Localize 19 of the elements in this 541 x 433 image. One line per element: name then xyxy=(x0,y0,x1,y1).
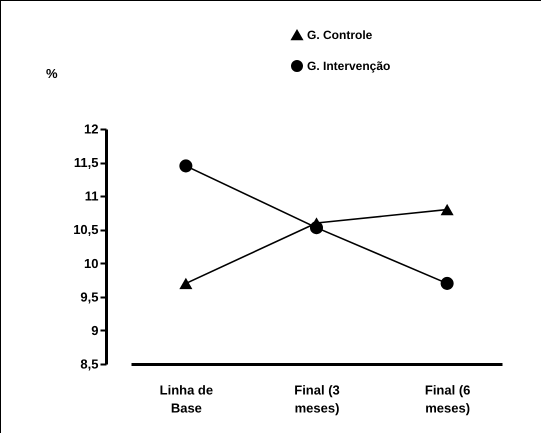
y-tick-label: 10 xyxy=(84,256,98,271)
y-tick-label: 9 xyxy=(91,322,98,338)
y-tick-label: 11 xyxy=(84,188,98,204)
x-tick-label: Final (3 meses) xyxy=(294,382,340,416)
x-tick-label: Final (6 meses) xyxy=(424,382,470,416)
point xyxy=(310,221,324,234)
y-tick-label: 11,5 xyxy=(74,155,98,170)
y-tick-label: 8,5 xyxy=(80,356,98,372)
x-tick-label: Linha de Base xyxy=(160,382,214,416)
point xyxy=(440,276,454,290)
y-tick-label: 10,5 xyxy=(73,222,98,238)
text: % xyxy=(46,66,58,81)
legend-label: G. Intervenção xyxy=(307,59,390,73)
point xyxy=(179,159,192,172)
point xyxy=(179,278,192,290)
y-tick-label: 9,5 xyxy=(80,289,98,304)
legend-label: G. Controle xyxy=(307,28,373,42)
y-tick-label: 12 xyxy=(84,122,98,136)
point xyxy=(440,204,454,216)
